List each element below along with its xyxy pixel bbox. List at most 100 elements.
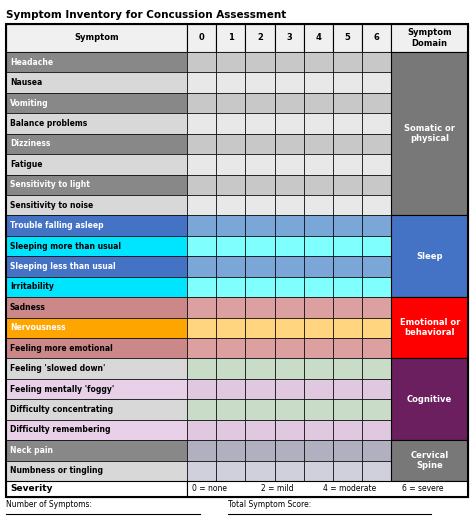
Bar xyxy=(392,215,468,297)
Bar xyxy=(246,461,274,481)
Text: 4 = moderate: 4 = moderate xyxy=(323,484,376,494)
Bar xyxy=(187,72,216,93)
Bar xyxy=(187,195,216,215)
Bar xyxy=(246,24,274,52)
Bar xyxy=(333,72,362,93)
Bar xyxy=(187,481,468,497)
Bar xyxy=(333,358,362,379)
Bar xyxy=(246,297,274,317)
Bar xyxy=(187,236,216,256)
Bar xyxy=(304,24,333,52)
Text: Severity: Severity xyxy=(10,484,53,494)
Bar xyxy=(216,236,246,256)
Bar xyxy=(246,93,274,113)
Text: Irritability: Irritability xyxy=(10,282,54,291)
Bar xyxy=(333,461,362,481)
Bar xyxy=(274,175,304,195)
Text: 3: 3 xyxy=(286,33,292,42)
Bar xyxy=(362,461,392,481)
Bar xyxy=(274,236,304,256)
Bar xyxy=(274,215,304,236)
Bar xyxy=(6,461,187,481)
Bar xyxy=(362,358,392,379)
Bar xyxy=(246,256,274,277)
Bar xyxy=(333,52,362,72)
Bar xyxy=(216,277,246,297)
Bar xyxy=(6,195,187,215)
Bar xyxy=(274,93,304,113)
Bar xyxy=(362,379,392,399)
Text: Sadness: Sadness xyxy=(10,303,46,312)
Bar xyxy=(304,379,333,399)
Bar xyxy=(333,256,362,277)
Bar xyxy=(216,440,246,461)
Bar xyxy=(392,52,468,215)
Bar xyxy=(333,399,362,420)
Text: Number of Symptoms:: Number of Symptoms: xyxy=(6,500,92,509)
Bar xyxy=(333,440,362,461)
Bar xyxy=(6,399,187,420)
Bar xyxy=(6,256,187,277)
Bar xyxy=(187,317,216,338)
Bar xyxy=(6,134,187,154)
Bar xyxy=(6,481,187,497)
Bar xyxy=(216,256,246,277)
Bar xyxy=(392,297,468,358)
Bar xyxy=(187,420,216,440)
Bar xyxy=(362,399,392,420)
Text: Sensitivity to noise: Sensitivity to noise xyxy=(10,201,93,210)
Bar xyxy=(187,175,216,195)
Bar xyxy=(216,154,246,175)
Text: Sleep: Sleep xyxy=(417,252,443,261)
Bar xyxy=(304,297,333,317)
Bar xyxy=(362,420,392,440)
Bar xyxy=(187,134,216,154)
Bar xyxy=(216,215,246,236)
Bar xyxy=(187,113,216,134)
Bar xyxy=(187,399,216,420)
Bar xyxy=(187,93,216,113)
Bar xyxy=(274,338,304,358)
Bar xyxy=(362,24,392,52)
Bar xyxy=(274,358,304,379)
Bar xyxy=(187,215,216,236)
Bar xyxy=(187,358,216,379)
Bar xyxy=(274,317,304,338)
Bar xyxy=(333,195,362,215)
Text: Dizziness: Dizziness xyxy=(10,140,50,149)
Text: Nervousness: Nervousness xyxy=(10,323,65,332)
Text: Feeling more emotional: Feeling more emotional xyxy=(10,344,113,353)
Text: 1: 1 xyxy=(228,33,234,42)
Text: 5: 5 xyxy=(345,33,351,42)
Bar xyxy=(362,113,392,134)
Bar xyxy=(6,277,187,297)
Bar xyxy=(216,52,246,72)
Bar xyxy=(274,440,304,461)
Bar xyxy=(362,215,392,236)
Bar xyxy=(246,52,274,72)
Bar xyxy=(246,420,274,440)
Bar xyxy=(304,195,333,215)
Bar xyxy=(187,52,216,72)
Text: 2 = mild: 2 = mild xyxy=(261,484,293,494)
Bar xyxy=(6,215,187,236)
Bar xyxy=(6,154,187,175)
Text: Fatigue: Fatigue xyxy=(10,160,43,169)
Bar xyxy=(246,134,274,154)
Bar xyxy=(216,379,246,399)
Bar xyxy=(246,379,274,399)
Bar xyxy=(6,52,187,72)
Bar xyxy=(6,236,187,256)
Bar xyxy=(362,440,392,461)
Bar xyxy=(333,420,362,440)
Bar xyxy=(304,420,333,440)
Bar xyxy=(216,297,246,317)
Bar xyxy=(246,440,274,461)
Bar xyxy=(187,256,216,277)
Bar xyxy=(6,24,187,52)
Bar xyxy=(362,52,392,72)
Bar xyxy=(274,297,304,317)
Bar xyxy=(6,297,187,317)
Bar xyxy=(216,420,246,440)
Text: Trouble falling asleep: Trouble falling asleep xyxy=(10,221,104,230)
